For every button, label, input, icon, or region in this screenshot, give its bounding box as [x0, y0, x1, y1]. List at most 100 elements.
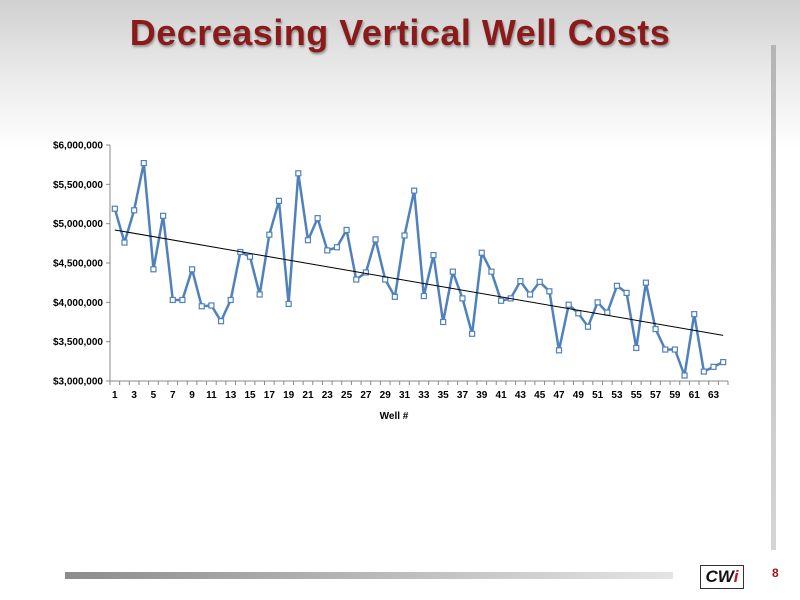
data-point — [594, 299, 601, 306]
data-point — [372, 236, 379, 243]
data-point — [324, 247, 331, 254]
data-point — [449, 268, 456, 275]
data-point — [353, 276, 360, 283]
data-point — [160, 212, 167, 219]
x-tick-label: 19 — [283, 390, 295, 401]
x-tick-label: 29 — [380, 390, 392, 401]
x-tick-label: 57 — [650, 390, 662, 401]
data-point — [169, 296, 176, 304]
x-tick-label: 9 — [189, 390, 195, 401]
x-tick-label: 13 — [225, 390, 237, 401]
x-tick-label: 21 — [302, 390, 314, 401]
data-point — [111, 205, 118, 212]
x-tick-label: 41 — [496, 390, 508, 401]
x-axis-title: Well # — [380, 411, 409, 422]
data-point — [266, 231, 273, 238]
bottom-decorative-bar — [65, 572, 673, 579]
data-point — [150, 266, 157, 273]
data-point — [720, 359, 727, 366]
data-point — [411, 187, 418, 194]
data-point — [285, 300, 292, 308]
series-markers — [111, 159, 727, 379]
data-point — [478, 249, 485, 256]
data-point — [430, 252, 437, 259]
data-point — [333, 244, 341, 251]
y-tick-label: $5,000,000 — [53, 219, 103, 230]
data-point — [179, 296, 186, 304]
y-tick-label: $3,000,000 — [53, 377, 103, 388]
data-point — [256, 291, 263, 298]
data-point — [691, 311, 698, 318]
x-tick-label: 3 — [131, 390, 137, 401]
data-point — [208, 302, 215, 309]
data-point — [555, 347, 563, 354]
series-line — [113, 161, 724, 377]
data-point — [246, 253, 254, 260]
x-tick-label: 23 — [322, 390, 334, 401]
x-tick-label: 17 — [264, 390, 276, 401]
data-point — [536, 278, 543, 285]
x-tick-label: 43 — [515, 390, 527, 401]
y-tick-label: $6,000,000 — [53, 141, 103, 152]
y-axis-ticks: $3,000,000 $3,500,000 $4,000,000 $4,500,000… — [53, 141, 110, 388]
company-logo: CWi — [700, 565, 744, 589]
x-tick-label: 33 — [418, 390, 430, 401]
data-point — [188, 266, 196, 273]
data-point — [517, 277, 524, 285]
x-tick-label: 59 — [669, 390, 681, 401]
data-point — [391, 293, 398, 300]
x-tick-label: 49 — [573, 390, 585, 401]
data-point — [623, 289, 630, 296]
right-decorative-bar — [771, 45, 776, 550]
trendline — [114, 229, 724, 336]
y-tick-label: $5,500,000 — [53, 180, 103, 191]
x-axis-ticks: 1 3 5 7 9 11 13 15 17 19 21 23 25 27 29 31 33 35 37 39 41 43 4… — [109, 381, 729, 401]
data-point — [420, 292, 427, 300]
x-tick-label: 31 — [399, 390, 411, 401]
x-tick-label: 25 — [341, 390, 353, 401]
data-point — [275, 197, 283, 204]
x-tick-label: 1 — [112, 390, 118, 401]
x-tick-label: 47 — [553, 390, 565, 401]
data-point — [382, 276, 389, 283]
x-tick-label: 61 — [689, 390, 701, 401]
data-point — [584, 323, 592, 330]
page-title: Decreasing Vertical Well Costs — [129, 12, 671, 53]
data-point — [681, 372, 688, 379]
data-point — [304, 237, 312, 244]
data-point — [488, 268, 495, 275]
data-point — [642, 279, 650, 286]
x-tick-label: 7 — [170, 390, 176, 401]
data-point — [565, 301, 572, 308]
x-tick-label: 15 — [244, 390, 256, 401]
data-point — [343, 226, 350, 234]
x-tick-label: 63 — [708, 390, 720, 401]
data-point — [671, 346, 678, 353]
data-point — [546, 288, 553, 295]
x-tick-label: 37 — [457, 390, 469, 401]
data-point — [140, 159, 147, 167]
y-tick-label: $3,500,000 — [53, 337, 103, 348]
data-point — [710, 363, 717, 370]
data-point — [227, 296, 234, 304]
data-point — [633, 344, 640, 352]
data-point — [440, 318, 447, 326]
data-point — [217, 318, 225, 325]
data-point — [497, 297, 505, 304]
data-point — [362, 269, 369, 276]
data-point — [131, 207, 138, 214]
x-tick-label: 55 — [631, 390, 643, 401]
data-point — [469, 330, 476, 337]
y-tick-label: $4,000,000 — [53, 298, 103, 309]
x-tick-label: 27 — [360, 390, 372, 401]
data-point — [121, 239, 128, 246]
x-tick-label: 35 — [438, 390, 450, 401]
page-number: 8 — [772, 566, 779, 580]
data-point — [526, 291, 534, 298]
x-tick-label: 45 — [534, 390, 546, 401]
data-point — [401, 232, 408, 239]
x-tick-label: 11 — [206, 390, 217, 401]
data-point — [652, 325, 659, 333]
data-point — [314, 215, 321, 222]
